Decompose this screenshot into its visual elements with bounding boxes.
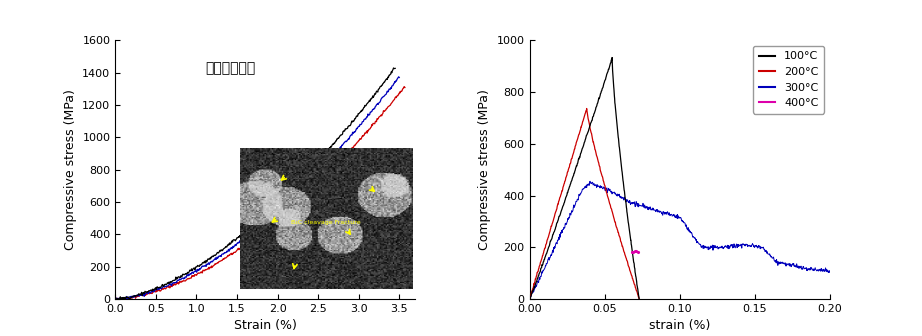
Legend: 100°C, 200°C, 300°C, 400°C: 100°C, 200°C, 300°C, 400°C xyxy=(753,46,824,114)
X-axis label: strain (%): strain (%) xyxy=(649,320,710,332)
Y-axis label: Compressive stress (MPa): Compressive stress (MPa) xyxy=(479,89,491,250)
X-axis label: Strain (%): Strain (%) xyxy=(234,320,297,332)
Y-axis label: Compressive stress (MPa): Compressive stress (MPa) xyxy=(64,89,77,250)
Text: 상온압축강도: 상온압축강도 xyxy=(206,61,255,75)
